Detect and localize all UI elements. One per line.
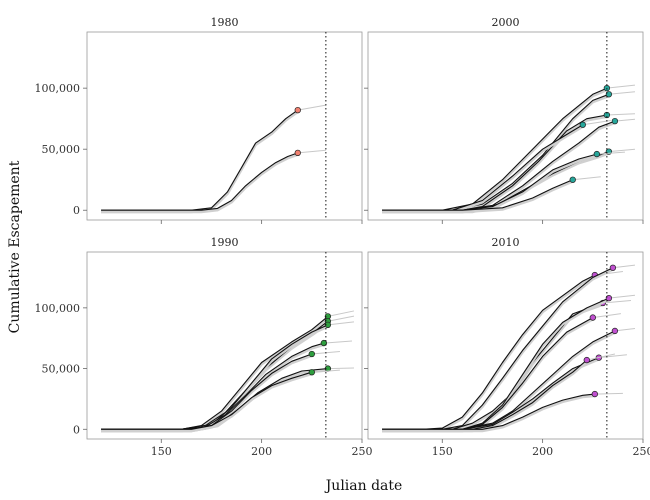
series-band — [101, 152, 299, 214]
projection-line — [596, 151, 625, 155]
series-endpoint — [593, 150, 600, 158]
series-endpoint — [611, 117, 619, 125]
series-endpoint — [583, 356, 590, 364]
series-band — [382, 179, 574, 214]
projection-line — [606, 113, 635, 116]
series-band — [382, 394, 595, 433]
x-tick-label: 250 — [352, 445, 373, 458]
series-line — [101, 152, 298, 211]
projection-line — [594, 392, 623, 395]
y-tick-label: 0 — [73, 204, 80, 217]
projection-line — [323, 340, 353, 344]
projection-line — [612, 264, 636, 269]
projection-line — [586, 353, 616, 361]
series-line — [382, 393, 595, 430]
y-tick-label: 100,000 — [35, 82, 81, 95]
series-endpoint — [605, 91, 613, 98]
plot-area — [382, 264, 636, 433]
series-endpoint — [611, 327, 619, 335]
series-endpoint — [308, 350, 315, 358]
series-endpoint — [591, 390, 598, 398]
series-endpoint — [294, 149, 301, 157]
panel-title: 2010 — [492, 236, 520, 249]
series-line — [101, 109, 299, 211]
series-line — [382, 357, 600, 430]
projection-line — [608, 294, 636, 299]
plot-area — [101, 310, 355, 433]
panel-1980: 1980 0 50,000 100,000 — [35, 16, 363, 224]
projection-line — [582, 120, 611, 126]
series-line — [101, 324, 329, 430]
plot-area — [101, 104, 326, 214]
panel-title: 2000 — [492, 16, 520, 29]
projection-line — [614, 327, 636, 332]
series-line — [382, 87, 608, 211]
x-tick-label: 150 — [151, 445, 172, 458]
x-axis-title: Julian date — [324, 478, 403, 494]
series-band — [101, 372, 313, 433]
plot-area — [382, 84, 636, 214]
series-endpoint — [609, 264, 617, 271]
series-line — [382, 359, 588, 430]
projection-line — [602, 299, 632, 304]
x-tick-label: 200 — [532, 445, 553, 458]
projection-line — [606, 84, 636, 89]
projection-line — [608, 148, 636, 153]
panel-2000: 2000 — [364, 16, 644, 224]
panel-1990: 1990 0 50,000 100,000 150 200 250 — [35, 236, 373, 458]
series-line — [101, 342, 325, 430]
y-tick-label: 0 — [73, 423, 80, 436]
projection-line — [592, 313, 621, 319]
series-endpoint — [589, 314, 596, 321]
series-line — [101, 371, 312, 430]
projection-line — [327, 310, 355, 317]
panel-frame — [367, 251, 644, 440]
y-tick-label: 50,000 — [42, 363, 81, 376]
x-tick-label: 200 — [251, 445, 272, 458]
series-endpoint — [320, 339, 328, 347]
series-line — [382, 179, 573, 211]
y-tick-label: 50,000 — [42, 143, 81, 156]
x-tick-label: 150 — [432, 445, 453, 458]
projection-line — [614, 118, 636, 122]
projection-line — [311, 369, 340, 373]
panel-2010: 2010 150 200 250 — [364, 236, 650, 458]
series-endpoint — [569, 176, 576, 183]
projection-line — [572, 176, 601, 181]
panel-frame — [86, 31, 363, 221]
series-endpoint — [294, 106, 301, 114]
series-endpoint — [579, 121, 586, 128]
projection-line — [297, 104, 326, 111]
y-tick-label: 100,000 — [35, 302, 81, 315]
projection-line — [598, 354, 627, 359]
projection-line — [297, 149, 326, 154]
x-tick-label: 250 — [633, 445, 650, 458]
y-axis-title: Cumulative Escapement — [7, 160, 23, 333]
series-endpoint — [308, 369, 315, 376]
series-line — [382, 267, 614, 430]
projection-line — [327, 367, 354, 370]
series-line — [382, 274, 596, 430]
projection-line — [608, 91, 636, 95]
projection-line — [327, 315, 355, 322]
panel-title: 1980 — [211, 16, 239, 29]
series-endpoint — [605, 294, 613, 302]
projection-line — [327, 321, 355, 326]
series-endpoint — [324, 321, 332, 329]
panel-title: 1990 — [211, 236, 239, 249]
